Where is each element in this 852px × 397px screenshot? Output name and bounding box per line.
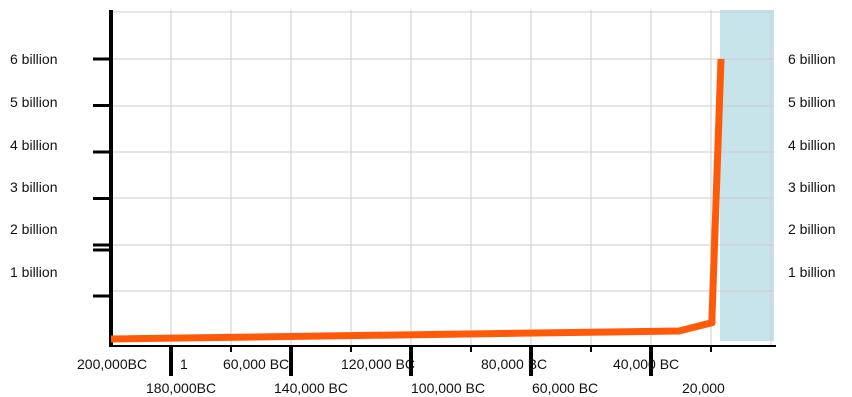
y-label-right-6: 6 billion xyxy=(788,51,835,67)
y-label-left-6: 6 billion xyxy=(10,51,57,67)
x-labels: 200,000BC 180,000BC 1 60,000 BC 140,000 BC 12… xyxy=(77,356,725,396)
x-label-6: 100,000 BC xyxy=(411,380,485,396)
x-label-1: 180,000BC xyxy=(146,380,216,396)
y-label-right-3: 3 billion xyxy=(788,179,835,195)
y-label-left-5: 5 billion xyxy=(10,94,57,110)
population-line xyxy=(110,58,725,343)
x-label-10: 20,000 xyxy=(682,380,725,396)
y-label-left-4: 4 billion xyxy=(10,137,57,153)
x-axis-ticks xyxy=(169,346,712,376)
y-labels-right: 1 billion 2 billion 3 billion 4 billion 5 bi… xyxy=(788,51,835,280)
y-label-left-1: 1 billion xyxy=(10,264,57,280)
y-label-left-2: 2 billion xyxy=(10,221,57,237)
x-label-7: 80,000 BC xyxy=(481,356,547,372)
y-labels-left: 1 billion 2 billion 3 billion 4 billion 5 bi… xyxy=(10,51,57,280)
y-label-right-5: 5 billion xyxy=(788,94,835,110)
y-label-right-2: 2 billion xyxy=(788,221,835,237)
y-label-right-1: 1 billion xyxy=(788,264,835,280)
highlight-region xyxy=(720,10,774,341)
x-label-4: 140,000 BC xyxy=(274,380,348,396)
x-label-0: 200,000BC xyxy=(77,356,147,372)
x-label-2: 1 xyxy=(180,356,188,372)
x-label-3: 60,000 BC xyxy=(223,356,289,372)
x-label-5: 120,000 BC xyxy=(341,356,415,372)
y-label-right-4: 4 billion xyxy=(788,137,835,153)
gridlines xyxy=(111,10,774,346)
x-label-8: 60,000 BC xyxy=(532,380,598,396)
y-label-left-3: 3 billion xyxy=(10,179,57,195)
y-axis-ticks xyxy=(93,57,111,298)
x-label-9: 40,000 BC xyxy=(613,356,679,372)
